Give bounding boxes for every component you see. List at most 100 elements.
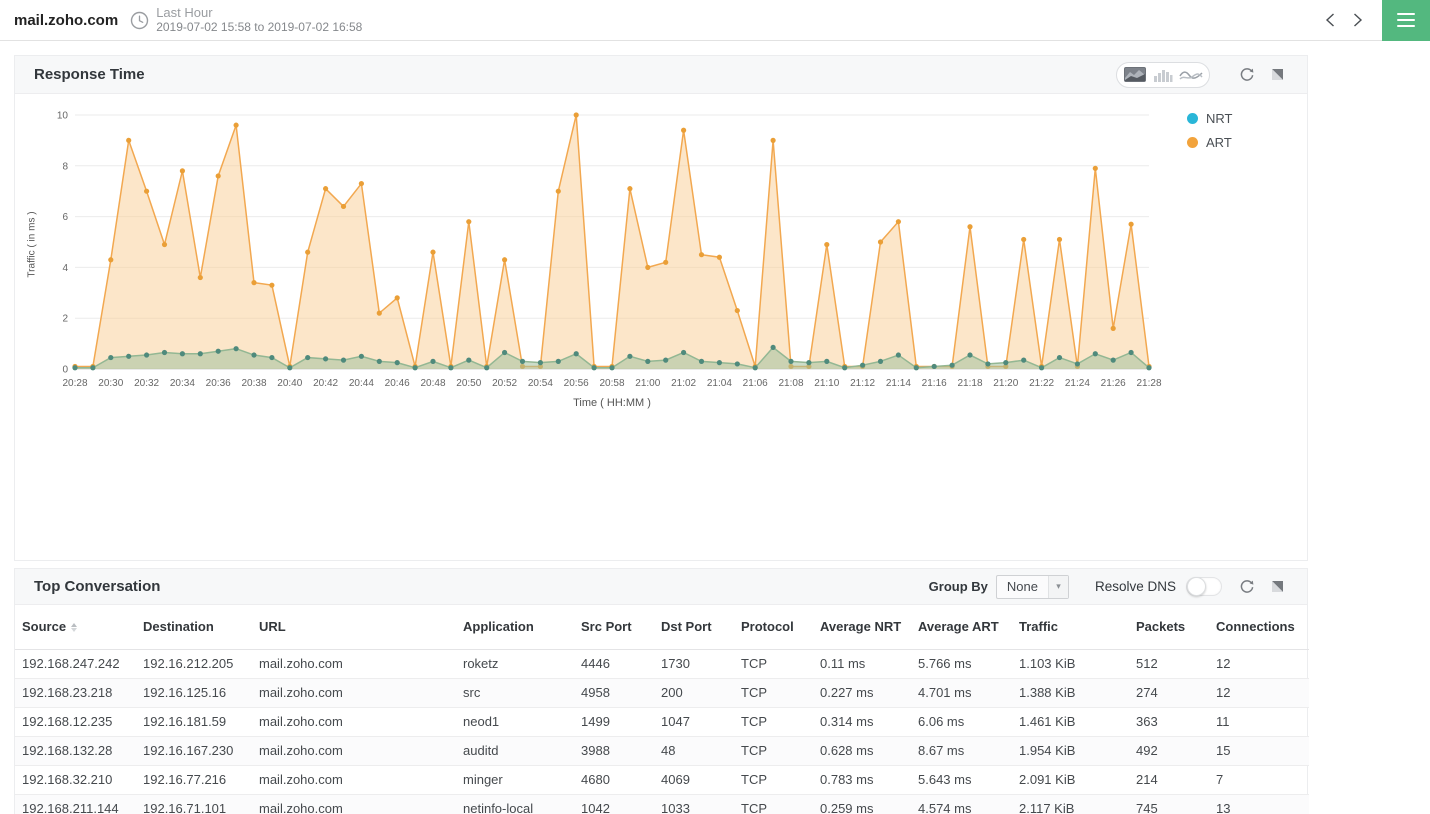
- expand-button[interactable]: [1266, 64, 1288, 86]
- top-conversation-panel: Top Conversation Group By None ▾ Resolve…: [14, 568, 1309, 814]
- column-header-average-art[interactable]: Average ART: [911, 605, 1012, 650]
- top-conversation-table: Source Destination URL Application Src Port D…: [15, 605, 1309, 814]
- column-header-protocol[interactable]: Protocol: [734, 605, 813, 650]
- next-button[interactable]: [1344, 6, 1372, 34]
- cell-average-nrt: 0.11 ms: [813, 649, 911, 679]
- line-chart-type-button[interactable]: [1177, 65, 1205, 85]
- cell-average-art: 6.06 ms: [911, 707, 1012, 737]
- cell-source: 192.168.247.242: [15, 649, 136, 679]
- svg-text:21:24: 21:24: [1065, 378, 1090, 389]
- chart-type-group: [1116, 61, 1210, 88]
- area-chart-type-button[interactable]: [1121, 65, 1149, 85]
- cell-packets: 492: [1129, 736, 1209, 766]
- bar-chart-icon: [1154, 70, 1173, 82]
- legend-item-nrt[interactable]: NRT: [1187, 111, 1232, 126]
- svg-text:0: 0: [62, 365, 68, 376]
- column-header-src-port[interactable]: Src Port: [574, 605, 654, 650]
- svg-text:20:52: 20:52: [492, 378, 517, 389]
- cell-average-nrt: 0.259 ms: [813, 794, 911, 814]
- cell-dst-port: 200: [654, 678, 734, 708]
- cell-dst-port: 1033: [654, 794, 734, 814]
- table-row[interactable]: 192.168.247.242 192.16.212.205 mail.zoho.c…: [15, 649, 1309, 679]
- menu-button[interactable]: [1382, 0, 1430, 41]
- svg-text:21:14: 21:14: [886, 378, 911, 389]
- refresh-button[interactable]: [1236, 576, 1258, 598]
- chevron-right-icon: [1354, 13, 1363, 27]
- svg-text:20:44: 20:44: [349, 378, 374, 389]
- svg-text:21:26: 21:26: [1101, 378, 1126, 389]
- cell-protocol: TCP: [734, 794, 813, 814]
- cell-destination: 192.16.181.59: [136, 707, 252, 737]
- top-conversation-header: Top Conversation Group By None ▾ Resolve…: [15, 569, 1307, 605]
- svg-text:21:16: 21:16: [922, 378, 947, 389]
- cell-url: mail.zoho.com: [252, 765, 456, 795]
- cell-traffic: 1.461 KiB: [1012, 707, 1129, 737]
- column-header-application[interactable]: Application: [456, 605, 574, 650]
- cell-average-nrt: 0.314 ms: [813, 707, 911, 737]
- column-header-url[interactable]: URL: [252, 605, 456, 650]
- table-row[interactable]: 192.168.32.210 192.16.77.216 mail.zoho.com…: [15, 765, 1309, 795]
- column-header-dst-port[interactable]: Dst Port: [654, 605, 734, 650]
- column-header-connections[interactable]: Connections: [1209, 605, 1309, 650]
- legend-item-art[interactable]: ART: [1187, 135, 1232, 150]
- cell-connections: 11: [1209, 707, 1309, 737]
- cell-protocol: TCP: [734, 678, 813, 708]
- column-header-traffic[interactable]: Traffic: [1012, 605, 1129, 650]
- table-row[interactable]: 192.168.23.218 192.16.125.16 mail.zoho.com…: [15, 678, 1309, 708]
- column-header-destination[interactable]: Destination: [136, 605, 252, 650]
- refresh-icon: [1240, 579, 1254, 593]
- cell-connections: 15: [1209, 736, 1309, 766]
- svg-text:20:54: 20:54: [528, 378, 553, 389]
- cell-packets: 363: [1129, 707, 1209, 737]
- bar-chart-type-button[interactable]: [1149, 65, 1177, 85]
- svg-text:4: 4: [62, 263, 68, 274]
- svg-text:21:18: 21:18: [957, 378, 982, 389]
- cell-dst-port: 1047: [654, 707, 734, 737]
- cell-packets: 214: [1129, 765, 1209, 795]
- svg-text:20:36: 20:36: [206, 378, 231, 389]
- resolve-dns-toggle[interactable]: [1186, 577, 1222, 596]
- cell-traffic: 2.117 KiB: [1012, 794, 1129, 814]
- previous-button[interactable]: [1316, 6, 1344, 34]
- cell-protocol: TCP: [734, 707, 813, 737]
- legend-label: NRT: [1206, 111, 1233, 126]
- column-header-packets[interactable]: Packets: [1129, 605, 1209, 650]
- svg-text:21:00: 21:00: [635, 378, 660, 389]
- cell-packets: 274: [1129, 678, 1209, 708]
- expand-button[interactable]: [1266, 576, 1288, 598]
- cell-traffic: 1.954 KiB: [1012, 736, 1129, 766]
- column-header-average-nrt[interactable]: Average NRT: [813, 605, 911, 650]
- legend-dot: [1187, 113, 1198, 124]
- cell-connections: 7: [1209, 765, 1309, 795]
- cell-src-port: 4446: [574, 649, 654, 679]
- table-row[interactable]: 192.168.132.28 192.16.167.230 mail.zoho.co…: [15, 736, 1309, 766]
- table-row[interactable]: 192.168.12.235 192.16.181.59 mail.zoho.com…: [15, 707, 1309, 737]
- cell-source: 192.168.12.235: [15, 707, 136, 737]
- svg-text:20:28: 20:28: [62, 378, 87, 389]
- svg-text:21:28: 21:28: [1136, 378, 1161, 389]
- sort-icon[interactable]: [71, 623, 78, 633]
- svg-text:21:08: 21:08: [778, 378, 803, 389]
- column-header-source[interactable]: Source: [15, 605, 136, 650]
- svg-text:20:38: 20:38: [241, 378, 266, 389]
- cell-src-port: 1499: [574, 707, 654, 737]
- time-range[interactable]: Last Hour 2019-07-02 15:58 to 2019-07-02…: [156, 5, 362, 35]
- svg-text:6: 6: [62, 212, 68, 223]
- svg-text:Time ( HH:MM ): Time ( HH:MM ): [573, 397, 651, 409]
- cell-average-nrt: 0.628 ms: [813, 736, 911, 766]
- resolve-dns-label: Resolve DNS: [1094, 579, 1176, 594]
- group-by-value: None: [1006, 579, 1038, 594]
- svg-text:20:50: 20:50: [456, 378, 481, 389]
- response-time-chart-area: Traffic ( in ms ) 0 2 4 6 8 10 20:28 20:30 20:32…: [15, 107, 1307, 415]
- expand-icon: [1271, 69, 1283, 80]
- table-row[interactable]: 192.168.211.144 192.16.71.101 mail.zoho.co…: [15, 794, 1309, 814]
- cell-dst-port: 4069: [654, 765, 734, 795]
- svg-text:21:04: 21:04: [707, 378, 732, 389]
- cell-average-art: 8.67 ms: [911, 736, 1012, 766]
- cell-dst-port: 1730: [654, 649, 734, 679]
- svg-text:8: 8: [62, 161, 68, 172]
- group-by-select[interactable]: None ▾: [995, 574, 1069, 599]
- cell-url: mail.zoho.com: [252, 794, 456, 814]
- refresh-button[interactable]: [1236, 64, 1258, 86]
- cell-connections: 12: [1209, 678, 1309, 708]
